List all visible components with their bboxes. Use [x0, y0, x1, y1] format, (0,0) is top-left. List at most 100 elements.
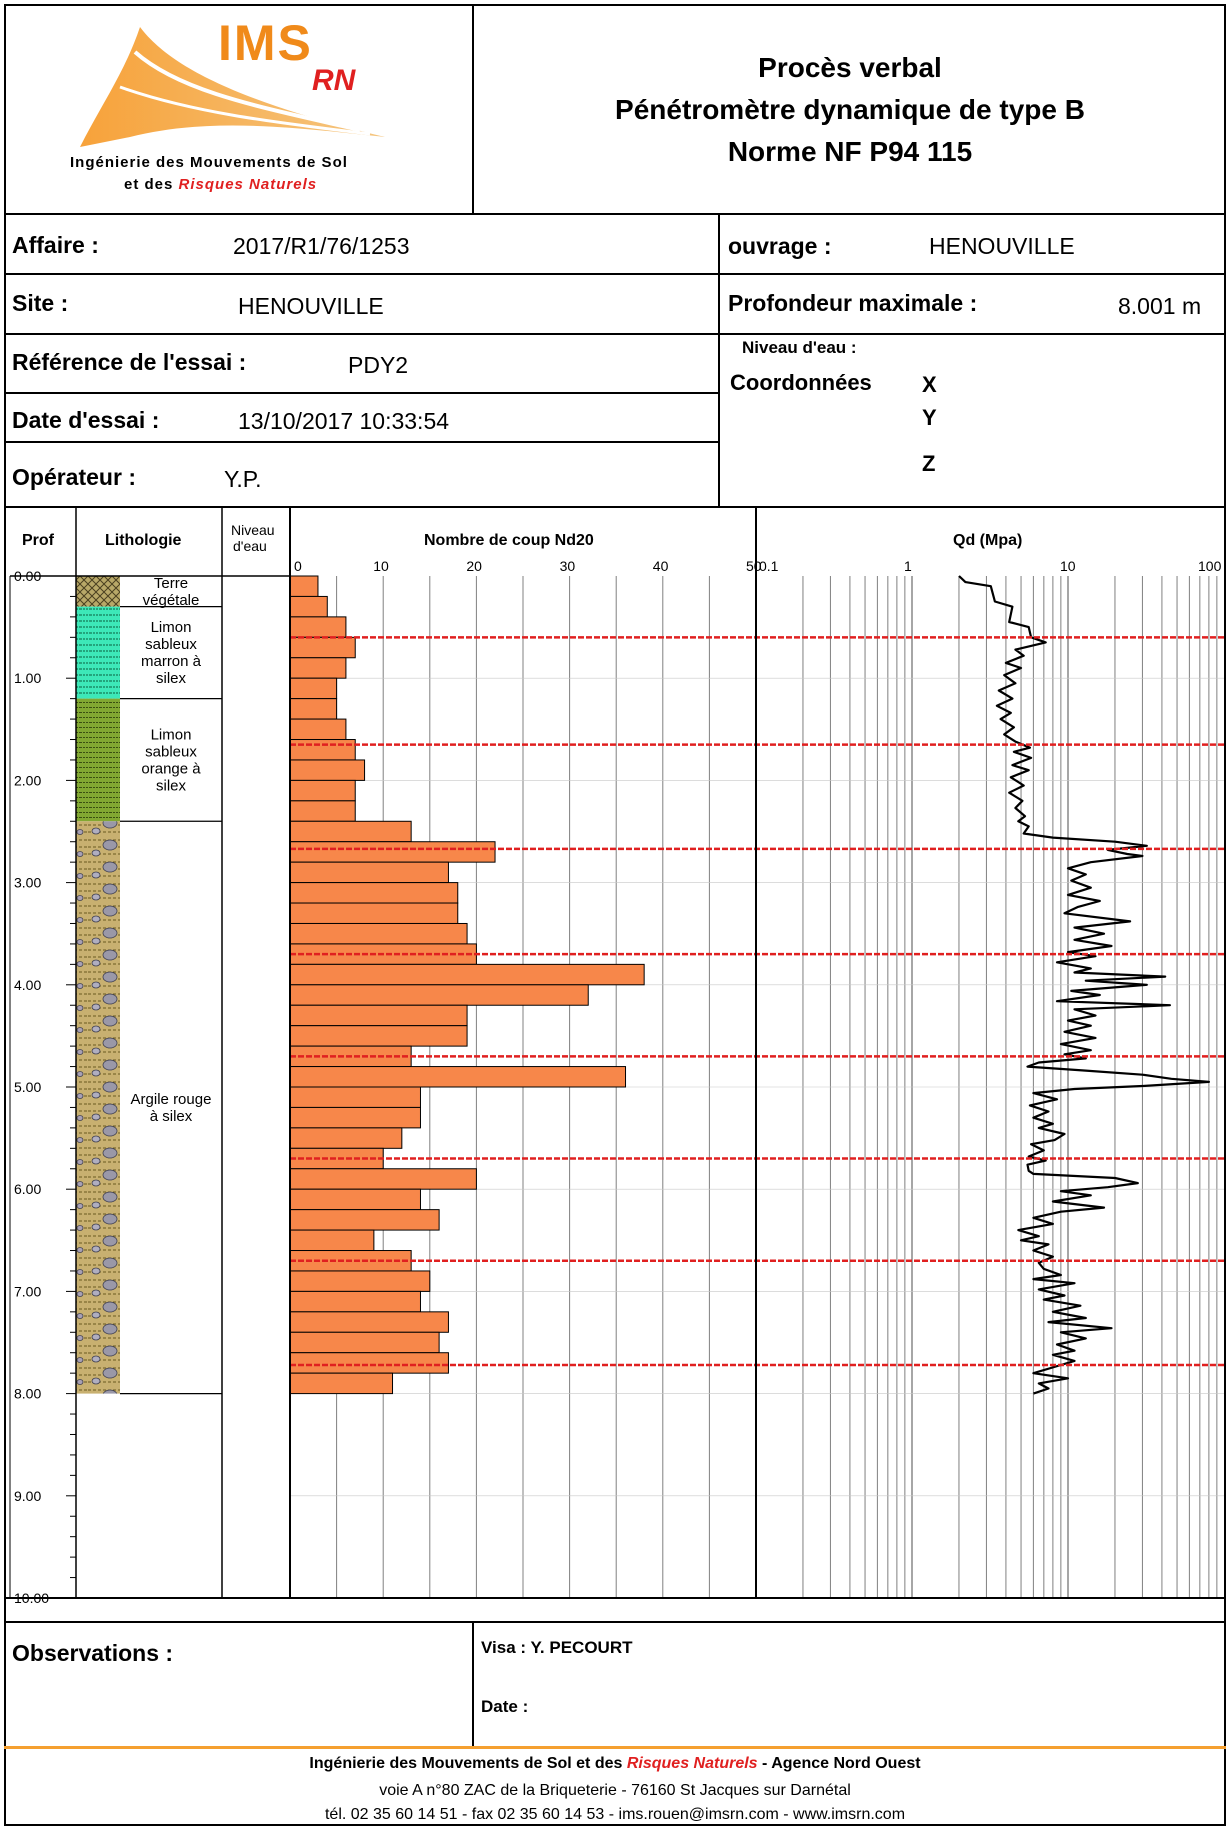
logo-mountain-icon	[80, 27, 385, 147]
lithology-label: sableux	[145, 636, 197, 653]
date-value: 13/10/2017 10:33:54	[238, 408, 450, 434]
nd20-bar	[289, 1311, 449, 1333]
divider	[718, 213, 720, 508]
nd20-bar	[289, 759, 366, 781]
operateur-value: Y.P.	[224, 466, 262, 492]
nd20-bar	[289, 1372, 394, 1395]
company-contact: tél. 02 35 60 14 51 - fax 02 35 60 14 53…	[324, 1806, 906, 1823]
site-value: HENOUVILLE	[238, 293, 384, 319]
nd20-bar	[289, 595, 328, 618]
depth-tick-label: 8.00	[14, 1386, 41, 1402]
divider	[4, 441, 720, 443]
company-logo: IMS RN Ingénierie des Mouvements de Sol …	[40, 12, 440, 202]
nd20-bar	[289, 1209, 440, 1231]
nd20-tick-label: 50	[746, 558, 762, 574]
nd20-bar	[289, 779, 356, 802]
lithology-label: silex	[156, 670, 187, 687]
page-frame	[4, 4, 1226, 1826]
title-line2: Pénétromètre dynamique de type B	[615, 94, 1085, 125]
footer-date-label: Date :	[481, 1697, 529, 1716]
nd20-bar	[289, 636, 356, 659]
qd-tick-label: 100	[1198, 558, 1222, 574]
nd20-title: Nombre de coup Nd20	[424, 532, 594, 549]
nd20-bar	[289, 1331, 440, 1354]
depth-tick-label: 5.00	[14, 1079, 41, 1095]
logo-line1: Ingénierie des Mouvements de Sol	[70, 154, 348, 171]
depth-tick-label: 10.00	[14, 1590, 49, 1606]
nd20-tick-label: 20	[466, 558, 482, 574]
nd20-bar	[289, 677, 338, 700]
ref-value: PDY2	[348, 352, 409, 378]
col-niveau-header-1: Niveau	[231, 522, 275, 538]
nd20-bar	[289, 861, 449, 884]
ouvrage-value: HENOUVILLE	[929, 233, 1075, 259]
title-line3: Norme NF P94 115	[727, 136, 973, 167]
nd20-bar	[289, 902, 459, 924]
operateur-label: Opérateur :	[12, 464, 136, 490]
depth-tick-label: 3.00	[14, 875, 41, 891]
nd20-bar	[289, 820, 412, 843]
divider	[4, 213, 1226, 215]
observations-label: Observations :	[12, 1640, 174, 1666]
nd20-bar	[289, 841, 496, 863]
logo-line2: et des Risques Naturels	[124, 176, 318, 193]
lithology-layer-limon-orange	[76, 698, 120, 822]
qd-tick-label: 10	[1060, 558, 1076, 574]
qd-tick-label: 0.1	[759, 558, 779, 574]
coord-z: Z	[922, 451, 936, 476]
col-niveau-header-2: d'eau	[233, 538, 267, 554]
logo-brand: IMS	[218, 15, 313, 71]
nd20-bar	[289, 1352, 449, 1374]
col-prof-header: Prof	[22, 532, 54, 549]
col-litho-header: Lithologie	[105, 532, 182, 549]
nd20-bar	[289, 882, 459, 904]
lithology-layer-argile	[76, 821, 120, 1394]
divider	[4, 333, 1226, 335]
depth-tick-label: 9.00	[14, 1488, 41, 1504]
nd20-bar	[289, 800, 356, 822]
lithology-layer-terre	[76, 576, 120, 607]
nd20-bar	[289, 575, 319, 597]
lithology-label: végétale	[143, 592, 200, 609]
nd20-bar	[289, 1127, 403, 1149]
footer-accent-line	[4, 1746, 1226, 1749]
depth-tick-label: 2.00	[14, 772, 41, 788]
affaire-label: Affaire :	[12, 232, 99, 258]
lithology-label: Limon	[151, 726, 192, 743]
depth-tick-label: 4.00	[14, 977, 41, 993]
nd20-bar	[289, 963, 645, 986]
lithology-label: à silex	[150, 1108, 193, 1125]
ref-label: Référence de l'essai :	[12, 349, 247, 375]
nd20-tick-label: 10	[373, 558, 389, 574]
lithology-label: silex	[156, 777, 187, 794]
lithology-label: Limon	[151, 619, 192, 636]
coord-y: Y	[922, 405, 937, 430]
nd20-bar	[289, 657, 347, 679]
divider	[472, 1621, 474, 1747]
nd20-bar	[289, 1086, 421, 1108]
lithology-label: marron à	[141, 653, 202, 670]
lithology-label: Argile rouge	[131, 1091, 212, 1108]
divider	[4, 392, 720, 394]
divider	[4, 1621, 1226, 1623]
nd20-bar	[289, 1004, 468, 1027]
ouvrage-label: ouvrage :	[728, 233, 832, 259]
coord-x: X	[922, 372, 937, 397]
divider	[4, 273, 1226, 275]
nd20-bar	[289, 1188, 421, 1211]
nd20-tick-label: 40	[653, 558, 669, 574]
nd20-bar	[289, 739, 356, 761]
date-label: Date d'essai :	[12, 407, 160, 433]
visa-label: Visa : Y. PECOURT	[481, 1638, 633, 1657]
coord-label: Coordonnées	[730, 370, 872, 395]
lithology-label: sableux	[145, 743, 197, 760]
header-divider	[472, 4, 474, 214]
nd20-bar	[289, 1168, 477, 1190]
nd20-bar	[289, 616, 347, 638]
company-line: Ingénierie des Mouvements de Sol et des …	[309, 1755, 921, 1772]
nd20-tick-label: 30	[560, 558, 576, 574]
nd20-tick-label: 0	[294, 558, 302, 574]
qd-curve	[958, 575, 1211, 1395]
depth-tick-label: 0.00	[14, 568, 41, 584]
